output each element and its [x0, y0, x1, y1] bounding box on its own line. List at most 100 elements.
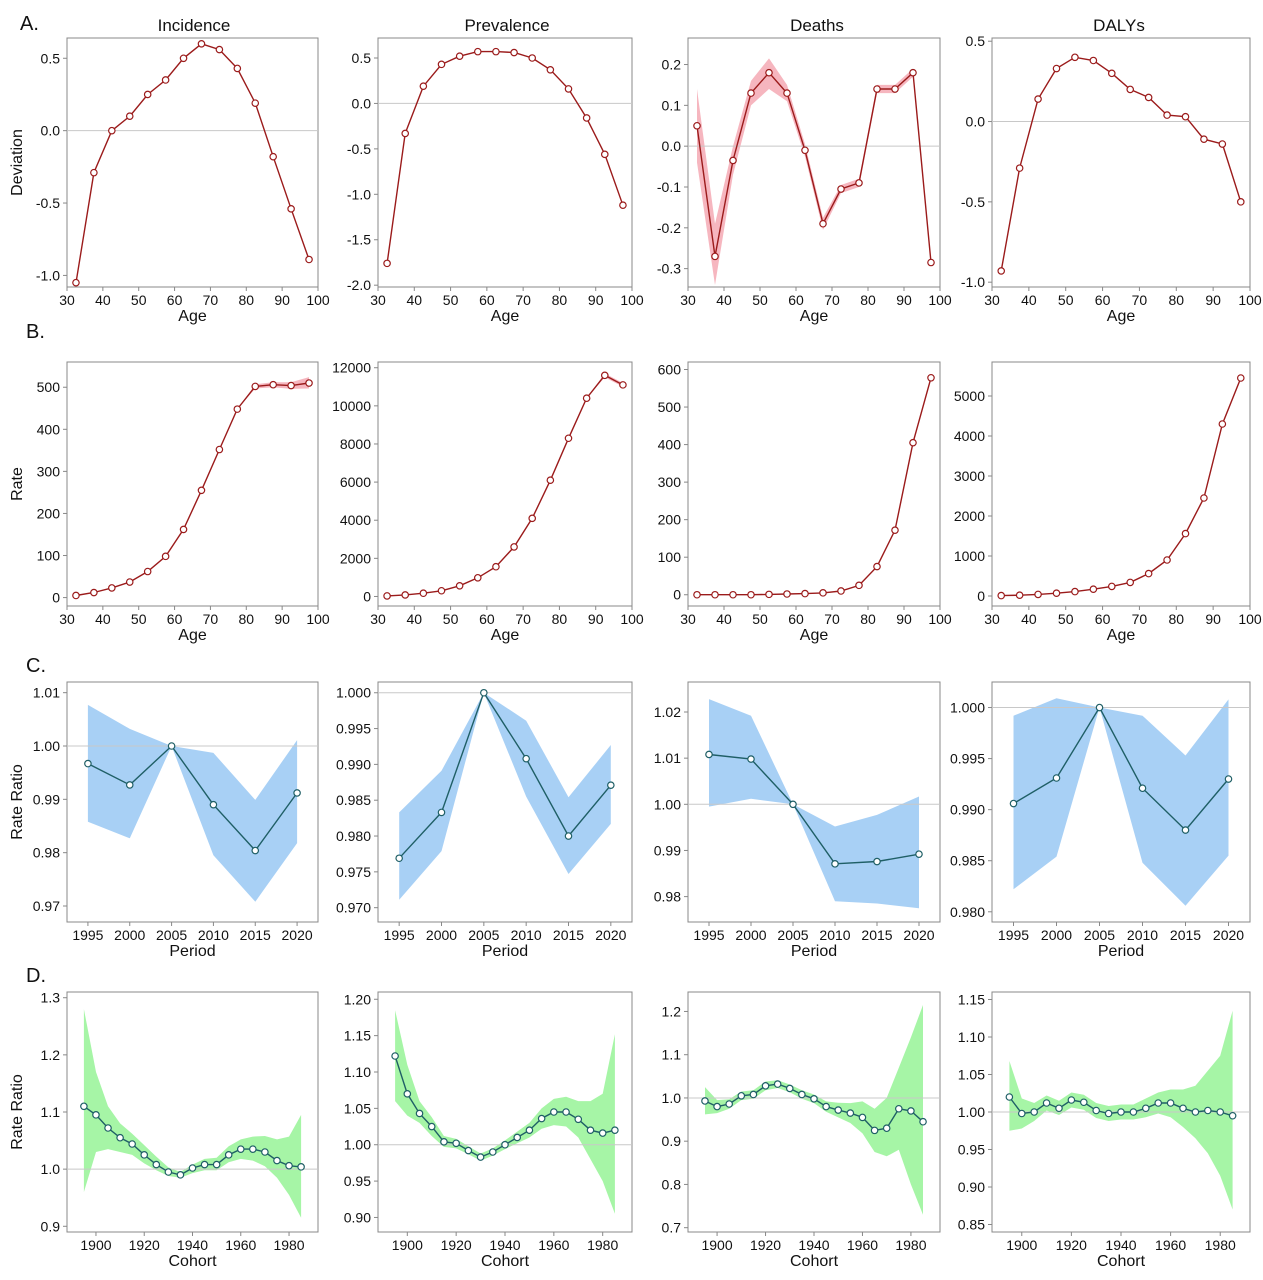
- data-point-a-2-1: [401, 129, 410, 138]
- x-tick-label-a-3-3: 60: [788, 292, 804, 308]
- data-point-b-3-7: [819, 589, 827, 597]
- x-tick-label-a-1-4: 70: [203, 292, 219, 308]
- data-point-d-3-5: [761, 1082, 770, 1090]
- data-point-b-3-1: [711, 590, 719, 599]
- data-point-c-4-3: [1138, 784, 1147, 793]
- data-point-b-3-2: [729, 590, 737, 599]
- y-tick-label-a-2-3: -0.5: [347, 141, 371, 157]
- column-title-deaths: Deaths: [790, 16, 844, 35]
- data-point-a-3-8: [837, 185, 845, 193]
- y-tick-label-d-1-3: 1.2: [41, 1047, 61, 1063]
- y-tick-label-a-3-2: -0.1: [657, 179, 681, 195]
- data-point-c-4-2: [1095, 703, 1104, 712]
- panel-a-2: 30 40 50 60 70 80 90 100 -2.0 -1.5 -1.0 -0.5 0.0 0.5 A…: [347, 37, 644, 325]
- data-point-d-4-2: [1030, 1108, 1038, 1116]
- data-point-d-1-10: [200, 1160, 209, 1169]
- y-tick-label-b-4-1: 1000: [954, 548, 985, 564]
- data-point-d-1-6: [152, 1160, 161, 1169]
- data-point-d-3-1: [713, 1102, 721, 1111]
- data-point-a-3-11: [891, 85, 899, 93]
- data-point-d-3-18: [919, 1117, 927, 1126]
- data-point-a-3-1: [711, 252, 719, 261]
- x-tick-label-a-3-4: 70: [824, 292, 840, 308]
- x-axis-label-b-1: Age: [178, 627, 207, 644]
- x-tick-label-a-3-5: 80: [860, 292, 876, 308]
- data-point-a-1-12: [287, 205, 295, 213]
- x-tick-label-b-1-1: 40: [95, 611, 111, 627]
- data-point-a-4-10: [1181, 112, 1190, 121]
- data-point-d-3-11: [834, 1106, 843, 1114]
- data-point-d-2-6: [464, 1146, 473, 1155]
- data-point-d-4-8: [1104, 1109, 1113, 1118]
- data-point-d-2-11: [525, 1126, 534, 1134]
- data-point-b-4-6: [1107, 582, 1116, 591]
- x-tick-label-b-1-0: 30: [59, 611, 75, 627]
- data-point-c-3-0: [705, 750, 713, 759]
- panel-c-2: 1995 2000 2005 2010 2015 2020 0.970 0.975 0.980 0…: [336, 681, 633, 960]
- series-line-c-3: [708, 753, 920, 865]
- x-tick-label-c-4-4: 2015: [1170, 927, 1201, 943]
- data-point-d-3-17: [907, 1107, 915, 1115]
- data-point-d-1-1: [92, 1111, 100, 1119]
- y-tick-label-a-2-2: -1.0: [347, 186, 371, 202]
- data-point-d-3-8: [798, 1090, 806, 1099]
- x-tick-label-c-3-4: 2015: [861, 927, 892, 943]
- x-tick-label-b-2-1: 40: [406, 611, 422, 627]
- column-title-prevalence: Prevalence: [464, 16, 549, 35]
- data-point-d-4-5: [1067, 1096, 1076, 1104]
- data-point-d-2-9: [501, 1140, 509, 1149]
- data-point-b-1-6: [179, 525, 188, 534]
- x-axis-label-b-4: Age: [1107, 627, 1136, 644]
- x-axis-label-a-1: Age: [178, 308, 207, 325]
- data-point-a-1-5: [161, 76, 170, 84]
- data-point-c-4-5: [1224, 775, 1233, 783]
- data-point-d-1-16: [273, 1156, 281, 1165]
- data-point-a-3-6: [801, 146, 809, 155]
- y-tick-label-c-2-4: 0.990: [336, 756, 371, 772]
- data-point-b-1-4: [143, 567, 152, 576]
- x-tick-label-b-4-0: 30: [984, 611, 1000, 627]
- panel-d-3: 1900 1920 1940 1960 1980 0.7 0.8 0.9 1.0 1.1 1.2 Co…: [662, 991, 941, 1270]
- data-point-a-3-2: [729, 156, 737, 165]
- data-point-a-1-10: [251, 99, 260, 107]
- data-point-d-3-0: [701, 1097, 709, 1105]
- plot-frame-a-2: [377, 37, 633, 288]
- y-axis-label-b-1: Rate: [9, 467, 26, 501]
- data-point-c-3-1: [747, 755, 755, 763]
- data-point-b-2-10: [564, 434, 573, 443]
- x-tick-label-a-1-7: 100: [306, 292, 330, 308]
- data-point-c-1-1: [125, 781, 134, 789]
- x-tick-label-b-3-5: 80: [860, 611, 876, 627]
- x-tick-label-d-2-3: 1960: [538, 1237, 569, 1253]
- x-tick-label-b-4-2: 50: [1058, 611, 1074, 627]
- x-tick-label-a-1-0: 30: [59, 292, 75, 308]
- data-point-a-2-8: [528, 54, 537, 62]
- data-point-a-2-4: [455, 52, 464, 60]
- panel-b-4: 30 40 50 60 70 80 90 100010002000300040005000Ag…: [954, 361, 1262, 644]
- data-point-d-2-12: [537, 1114, 546, 1123]
- x-tick-label-b-1-4: 70: [203, 611, 219, 627]
- data-point-c-4-0: [1009, 799, 1018, 808]
- data-point-a-2-3: [437, 60, 446, 69]
- data-point-b-4-0: [997, 591, 1006, 600]
- y-tick-label-c-2-2: 0.980: [336, 828, 371, 844]
- data-point-b-2-1: [401, 591, 410, 599]
- data-point-a-3-7: [819, 219, 827, 228]
- series-line-a-2: [386, 50, 624, 264]
- x-tick-label-c-4-0: 1995: [998, 927, 1029, 943]
- x-tick-label-c-4-3: 2010: [1127, 927, 1158, 943]
- data-point-c-3-5: [915, 850, 923, 858]
- x-tick-label-d-4-2: 1940: [1105, 1237, 1136, 1253]
- data-point-c-1-4: [251, 846, 260, 855]
- data-point-b-3-3: [747, 590, 755, 599]
- x-tick-label-c-4-2: 2005: [1084, 927, 1115, 943]
- data-point-b-1-2: [108, 584, 116, 592]
- x-tick-label-a-1-3: 60: [167, 292, 183, 308]
- data-point-a-3-0: [693, 121, 701, 130]
- data-point-a-3-9: [855, 179, 863, 187]
- y-tick-label-a-3-3: 0.0: [662, 138, 682, 154]
- data-point-b-4-9: [1163, 556, 1171, 564]
- x-tick-label-b-2-3: 60: [479, 611, 495, 627]
- y-tick-label-b-2-3: 6000: [340, 474, 371, 490]
